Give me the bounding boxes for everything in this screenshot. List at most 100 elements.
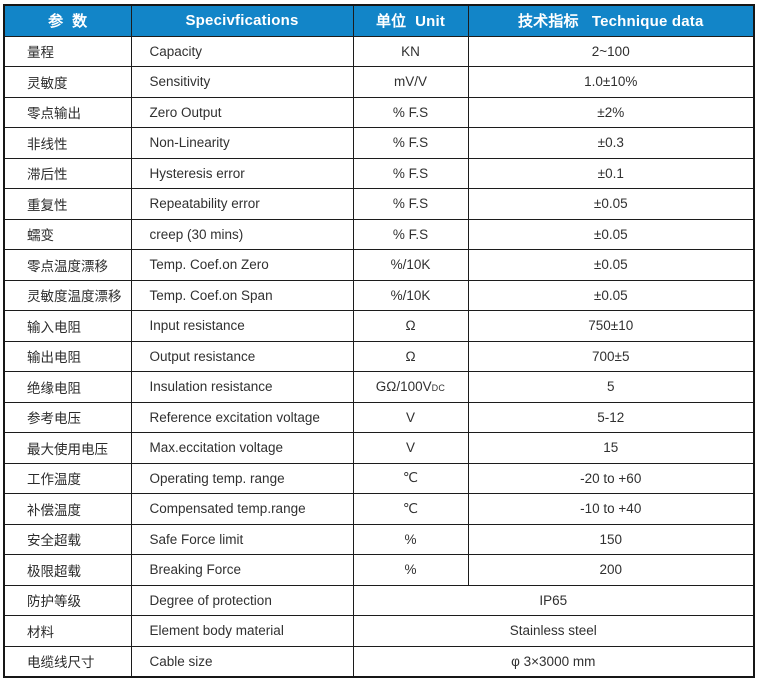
header-cell-unit: 单位 Unit — [352, 4, 469, 37]
table-row: 电缆线尺寸 Cable size φ 3×3000 mm — [3, 645, 755, 677]
unit-cell: % F.S — [352, 127, 469, 159]
value-cell: ±0.3 — [467, 127, 755, 159]
spec-cell: Insulation resistance — [130, 371, 354, 403]
unit-text: GΩ/100V — [375, 379, 432, 395]
spec-cell: Operating temp. range — [130, 462, 354, 494]
param-cell: 补偿温度 — [3, 493, 132, 525]
unit-cell: Ω — [352, 340, 469, 372]
param-cell: 输入电阻 — [3, 310, 132, 342]
spec-cell: Capacity — [130, 35, 354, 67]
value-cell: 15 — [467, 432, 755, 464]
header-cell-parameter: 参 数 — [3, 4, 132, 37]
value-cell: ±2% — [467, 96, 755, 128]
value-cell: 200 — [467, 554, 755, 586]
table-row: 非线性 Non-Linearity% F.S ±0.3 — [3, 127, 755, 159]
spec-cell: Repeatability error — [130, 188, 354, 220]
unit-subscript: DC — [431, 383, 446, 394]
merged-value-cell: φ 3×3000 mm — [352, 645, 755, 677]
value-cell: ±0.1 — [467, 157, 755, 189]
table-body: 量程 Capacity KN 2~100 灵敏度 Sensitivity mV/V 1.0±1… — [3, 35, 755, 677]
value-cell: 2~100 — [467, 35, 755, 67]
table-row: 灵敏度温度漂移 Temp. Coef.on Span %/10K ±0.05 — [3, 279, 755, 311]
table-row: 输入电阻 Input resistance Ω 750±10 — [3, 310, 755, 342]
value-cell: -20 to +60 — [467, 462, 755, 494]
unit-cell: % F.S — [352, 157, 469, 189]
table-row: 补偿温度 Compensated temp.range ℃ -10 to +40 — [3, 493, 755, 525]
table-row: 极限超载 Breaking Force% 200 — [3, 554, 755, 586]
value-cell: ±0.05 — [467, 279, 755, 311]
unit-cell: V — [352, 432, 469, 464]
value-cell: 5 — [467, 371, 755, 403]
value-cell: 1.0±10% — [467, 66, 755, 98]
spec-cell: Safe Force limit — [130, 523, 354, 555]
param-cell: 材料 — [3, 615, 132, 647]
table-row: 材料 Element body material Stainless steel — [3, 615, 755, 647]
spec-cell: Input resistance — [130, 310, 354, 342]
spec-cell: Output resistance — [130, 340, 354, 372]
table-row: 零点温度漂移 Temp. Coef.on Zero %/10K ±0.05 — [3, 249, 755, 281]
value-cell: ±0.05 — [467, 218, 755, 250]
merged-value-cell: Stainless steel — [352, 615, 755, 647]
param-cell: 电缆线尺寸 — [3, 645, 132, 677]
param-cell: 极限超载 — [3, 554, 132, 586]
table-row: 输出电阻 Output resistance Ω 700±5 — [3, 340, 755, 372]
merged-value-cell: IP65 — [352, 584, 755, 616]
spec-cell: Temp. Coef.on Zero — [130, 249, 354, 281]
param-cell: 滞后性 — [3, 157, 132, 189]
table-row: 最大使用电压 Max.eccitation voltage V 15 — [3, 432, 755, 464]
unit-cell: ℃ — [352, 493, 469, 525]
table-row: 重复性 Repeatability error% F.S ±0.05 — [3, 188, 755, 220]
spec-cell: Reference excitation voltage — [130, 401, 354, 433]
unit-cell: % F.S — [352, 218, 469, 250]
param-cell: 参考电压 — [3, 401, 132, 433]
unit-cell: %/10K — [352, 279, 469, 311]
unit-cell: ℃ — [352, 462, 469, 494]
table-row: 零点输出 Zero Output% F.S ±2% — [3, 96, 755, 128]
param-cell: 灵敏度温度漂移 — [3, 279, 132, 311]
param-cell: 输出电阻 — [3, 340, 132, 372]
unit-cell: GΩ/100VDC — [352, 371, 469, 403]
spec-cell: Non-Linearity — [130, 127, 354, 159]
param-cell: 灵敏度 — [3, 66, 132, 98]
value-cell: ±0.05 — [467, 188, 755, 220]
table-row: 滞后性 Hysteresis error% F.S ±0.1 — [3, 157, 755, 189]
spec-cell: Element body material — [130, 615, 354, 647]
value-cell: -10 to +40 — [467, 493, 755, 525]
spec-cell: Zero Output — [130, 96, 354, 128]
table-row: 蠕变 creep (30 mins)% F.S ±0.05 — [3, 218, 755, 250]
spec-cell: creep (30 mins) — [130, 218, 354, 250]
param-cell: 重复性 — [3, 188, 132, 220]
param-cell: 非线性 — [3, 127, 132, 159]
table-row: 灵敏度 Sensitivity mV/V 1.0±10% — [3, 66, 755, 98]
unit-cell: KN — [352, 35, 469, 67]
param-cell: 零点输出 — [3, 96, 132, 128]
table-row: 安全超载 Safe Force limit% 150 — [3, 523, 755, 555]
specifications-table: 参 数 Specivfications 单位 Unit 技术指标 Techniq… — [3, 4, 755, 678]
param-cell: 最大使用电压 — [3, 432, 132, 464]
unit-cell: % — [352, 523, 469, 555]
value-cell: 700±5 — [467, 340, 755, 372]
spec-cell: Hysteresis error — [130, 157, 354, 189]
param-cell: 防护等级 — [3, 584, 132, 616]
unit-cell: % F.S — [352, 96, 469, 128]
spec-cell: Degree of protection — [130, 584, 354, 616]
spec-cell: Max.eccitation voltage — [130, 432, 354, 464]
spec-cell: Breaking Force — [130, 554, 354, 586]
table-row: 参考电压 Reference excitation voltage V 5-12 — [3, 401, 755, 433]
spec-cell: Sensitivity — [130, 66, 354, 98]
value-cell: 5-12 — [467, 401, 755, 433]
param-cell: 安全超载 — [3, 523, 132, 555]
table-row: 工作温度 Operating temp. range ℃ -20 to +60 — [3, 462, 755, 494]
unit-cell: V — [352, 401, 469, 433]
param-cell: 量程 — [3, 35, 132, 67]
unit-cell: % — [352, 554, 469, 586]
table-header-row: 参 数 Specivfications 单位 Unit 技术指标 Techniq… — [3, 4, 755, 37]
param-cell: 绝缘电阻 — [3, 371, 132, 403]
header-cell-specifications: Specivfications — [130, 4, 354, 37]
param-cell: 工作温度 — [3, 462, 132, 494]
spec-cell: Compensated temp.range — [130, 493, 354, 525]
spec-cell: Temp. Coef.on Span — [130, 279, 354, 311]
value-cell: 750±10 — [467, 310, 755, 342]
table-row: 绝缘电阻 Insulation resistance GΩ/100VDC 5 — [3, 371, 755, 403]
